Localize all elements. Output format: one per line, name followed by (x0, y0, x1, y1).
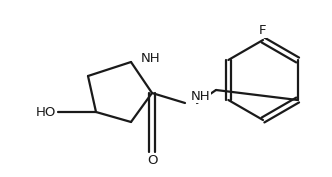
Text: HO: HO (36, 105, 56, 118)
Text: NH: NH (191, 90, 210, 102)
Text: O: O (147, 153, 157, 167)
Text: NH: NH (141, 53, 161, 65)
Text: F: F (259, 24, 267, 38)
